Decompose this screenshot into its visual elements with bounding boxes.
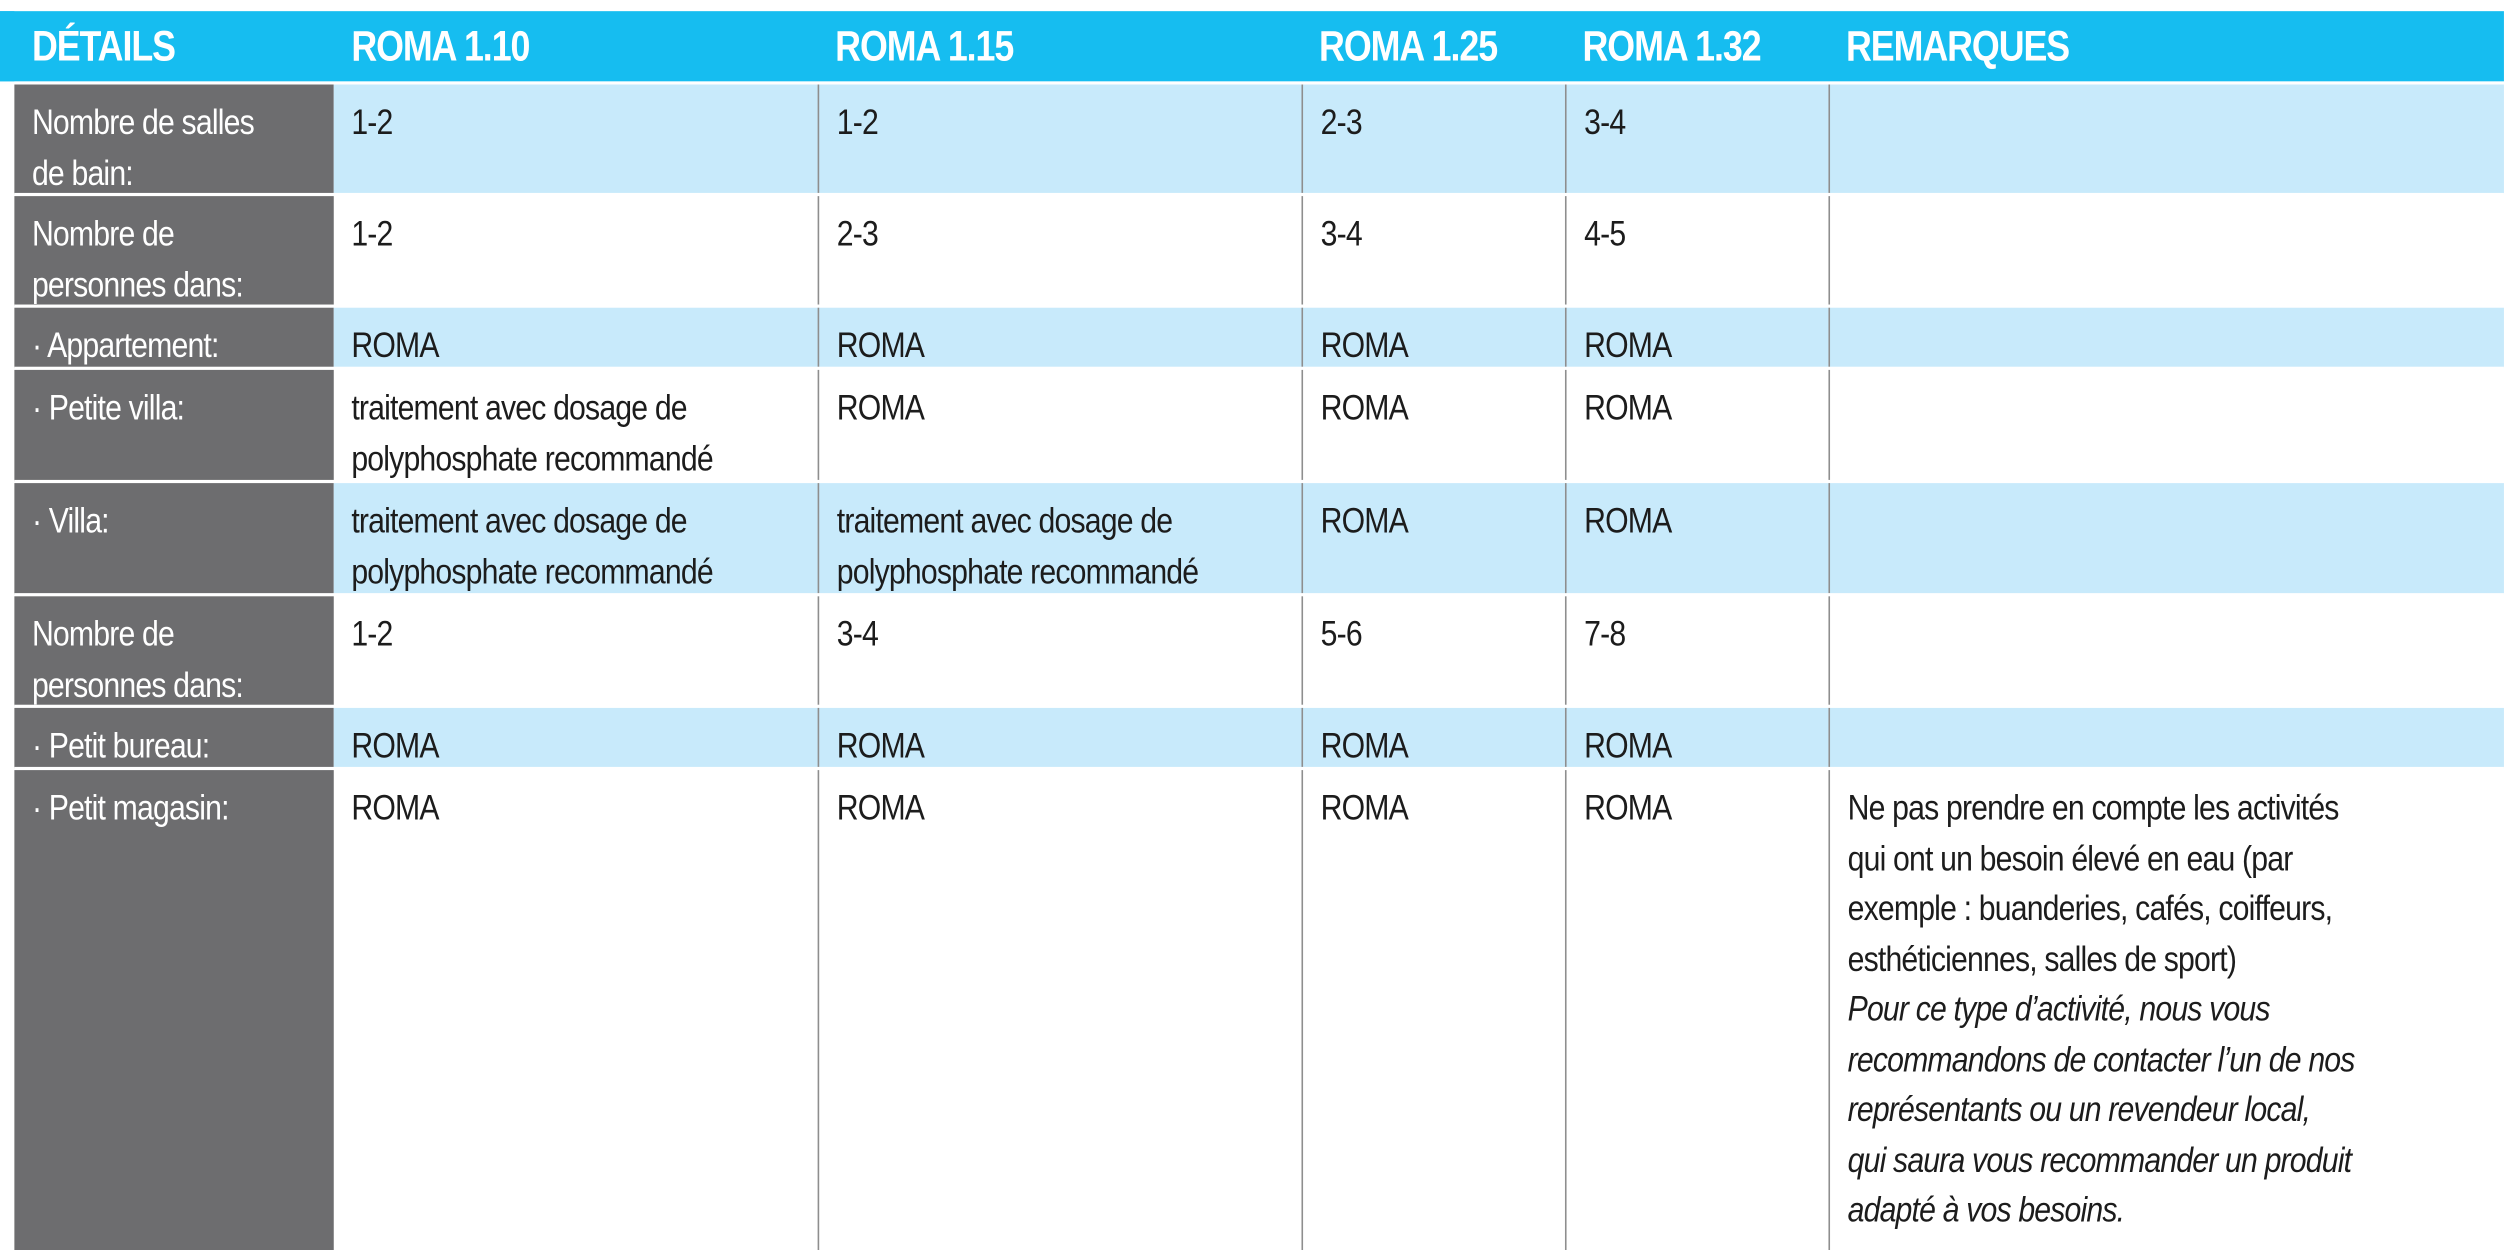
row-label: · Petit bureau:: [14, 707, 334, 769]
remark-line-italic: qui saura vous recommander un produit: [1847, 1139, 2352, 1180]
cell-roma-1-10: ROMA: [333, 307, 818, 369]
header-roma-1-15: ROMA 1.15: [835, 22, 1014, 71]
cell-remarques: [1828, 307, 2504, 369]
header-remarques: REMARQUES: [1846, 22, 2070, 71]
cell-remarques: [1828, 483, 2504, 595]
remark-line-italic: représentants ou un revendeur local,: [1847, 1088, 2311, 1129]
remark-line-italic: adapté à vos besoins.: [1847, 1189, 2125, 1230]
cell-roma-1-10: traitement avec dosage de polyphosphate r…: [333, 483, 818, 595]
cell-roma-1-10: 1-2: [351, 213, 393, 254]
cell-roma-1-15: ROMA: [817, 707, 1302, 769]
header-details: DÉTAILS: [31, 22, 176, 71]
cell-roma-1-15: ROMA: [817, 770, 1302, 1250]
remark-line: Ne pas prendre en compte les activités: [1847, 787, 2340, 828]
cell-roma-1-10: 1-2: [333, 84, 818, 195]
header-roma-1-32: ROMA 1.32: [1582, 22, 1762, 71]
cell-roma-1-25: ROMA: [1301, 369, 1564, 482]
cell-remarques: [1828, 84, 2504, 195]
cell-roma-1-15: 1-2: [817, 84, 1302, 195]
table-row: · Petit bureau: ROMA ROMA ROMA ROMA: [0, 707, 2504, 769]
cell-roma-1-32: ROMA: [1564, 483, 1829, 595]
cell-roma-1-25: ROMA: [1301, 770, 1564, 1250]
remark-text: Ne pas prendre en compte les activités q…: [1847, 783, 2356, 1235]
table-header: DÉTAILS ROMA 1.10 ROMA 1.15 ROMA 1.25 RO…: [0, 11, 2504, 82]
remark-line-italic: Pour ce type d’activité, nous vous: [1847, 988, 2271, 1029]
table-row: · Petit magasin: ROMA ROMA ROMA ROMA Ne …: [0, 770, 2504, 1250]
header-roma-1-10: ROMA 1.10: [351, 22, 530, 71]
table-row: · Villa: traitement avec dosage de polyph…: [0, 483, 2504, 595]
cell-roma-1-15: 3-4: [817, 596, 1302, 707]
cell-remarques: [1828, 707, 2504, 769]
cell-remarques: [1828, 596, 2503, 707]
row-label: Nombre de personnes dans:: [14, 196, 334, 307]
cell-remarques: [1828, 369, 2503, 482]
row-separator: [14, 304, 2504, 308]
cell-roma-1-25: ROMA: [1301, 307, 1565, 369]
cell-roma-1-32: ROMA: [1564, 307, 1829, 369]
cell-remarques: Ne pas prendre en compte les activités q…: [1828, 770, 2503, 1250]
cell-roma-1-10: traitement avec dosage de polyphosphate r…: [351, 387, 713, 478]
cell-roma-1-25: ROMA: [1301, 707, 1565, 769]
remark-line: exemple : buanderies, cafés, coiffeurs,: [1847, 888, 2333, 928]
cell-roma-1-10: ROMA: [351, 787, 439, 828]
cell-roma-1-32: 4-5: [1564, 196, 1828, 307]
cell-roma-1-15: ROMA: [817, 369, 1302, 482]
row-separator: [14, 766, 2504, 771]
row-separator: [14, 479, 2504, 484]
table-row: · Petite villa: traitement avec dosage d…: [0, 369, 2504, 482]
cell-roma-1-25: 2-3: [1301, 84, 1565, 195]
cell-roma-1-25: ROMA: [1301, 483, 1565, 595]
row-label: Nombre de salles de bain:: [14, 84, 334, 195]
cell-roma-1-32: 3-4: [1564, 84, 1829, 195]
row-separator: [14, 366, 2504, 370]
table-row: Nombre de personnes dans: 1-2 3-4 5-6 7-8: [0, 596, 2504, 707]
row-label: · Petit magasin:: [14, 770, 334, 1250]
cell-roma-1-32: ROMA: [1564, 770, 1828, 1250]
row-label: Nombre de personnes dans:: [14, 596, 334, 707]
remark-line: esthéticiennes, salles de sport): [1847, 938, 2237, 979]
row-separator: [14, 192, 2504, 197]
remark-line: qui ont un besoin élevé en eau (par: [1847, 837, 2294, 878]
cell-roma-1-32: ROMA: [1564, 369, 1828, 482]
row-label: · Appartement:: [14, 307, 334, 369]
row-separator: [14, 593, 2504, 597]
cell-roma-1-15: traitement avec dosage de polyphosphate r…: [817, 483, 1302, 595]
cell-roma-1-10: 1-2: [351, 613, 393, 654]
remark-line-italic: recommandons de contacter l’un de nos: [1847, 1038, 2356, 1079]
cell-roma-1-32: 7-8: [1564, 596, 1828, 707]
cell-roma-1-32: ROMA: [1564, 707, 1829, 769]
cell-roma-1-15: 2-3: [817, 196, 1302, 307]
cell-roma-1-25: 5-6: [1301, 596, 1564, 707]
table-row: Nombre de salles de bain: 1-2 1-2 2-3 3-4: [0, 84, 2504, 195]
row-label: · Petite villa:: [14, 369, 334, 482]
cell-remarques: [1828, 196, 2503, 307]
table-row: · Appartement: ROMA ROMA ROMA ROMA: [0, 307, 2504, 369]
cell-roma-1-15: ROMA: [817, 307, 1302, 369]
cell-roma-1-25: 3-4: [1301, 196, 1564, 307]
cell-roma-1-10: ROMA: [333, 707, 818, 769]
row-label: · Villa:: [14, 483, 334, 595]
table-row: Nombre de personnes dans: 1-2 2-3 3-4 4-5: [0, 196, 2504, 307]
header-roma-1-25: ROMA 1.25: [1319, 22, 1498, 71]
row-separator: [14, 704, 2504, 708]
